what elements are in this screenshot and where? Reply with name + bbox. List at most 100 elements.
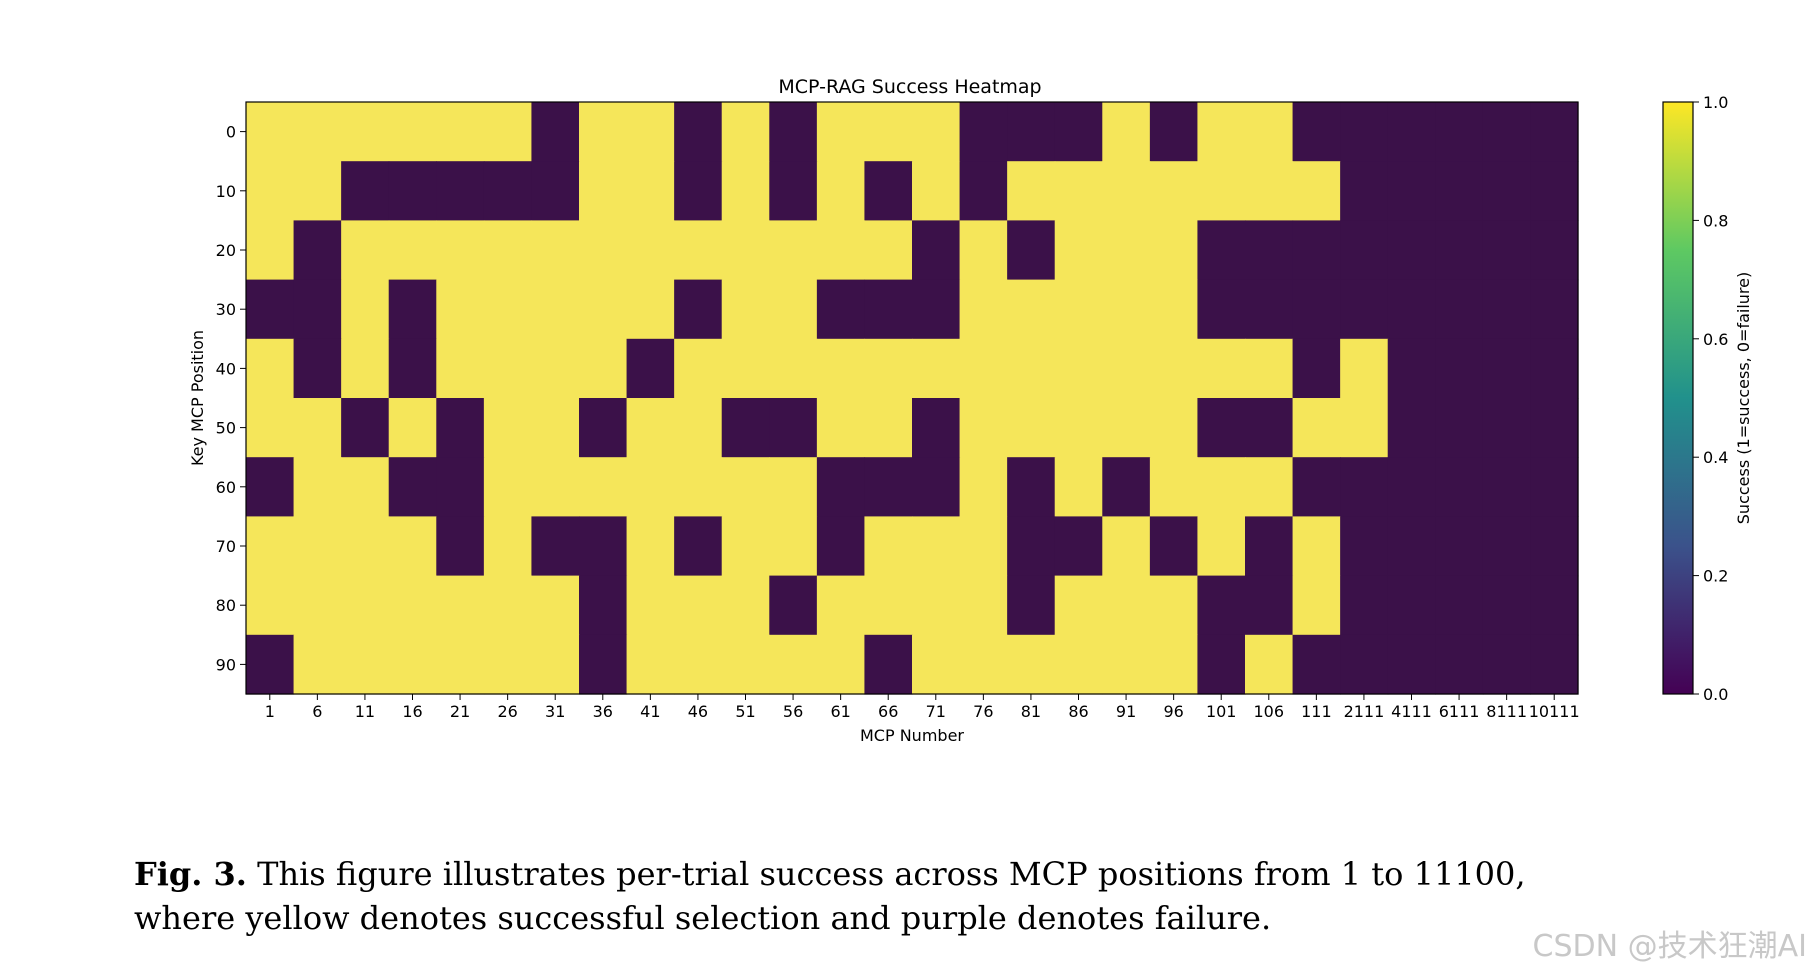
heatmap-cell [293, 220, 342, 281]
heatmap-cell [1482, 102, 1532, 162]
heatmap-cell [1435, 279, 1484, 340]
heatmap-cell [959, 516, 1008, 577]
heatmap-cell [341, 279, 390, 340]
heatmap-cell [1435, 634, 1484, 695]
chart-title: MCP-RAG Success Heatmap [778, 76, 1041, 98]
heatmap-cell [1482, 516, 1532, 577]
heatmap-cell [341, 575, 390, 636]
heatmap-cell [293, 161, 342, 221]
heatmap-cell [531, 634, 580, 695]
heatmap-cell [388, 634, 437, 695]
heatmap-cell [959, 398, 1008, 458]
y-tick-label: 30 [216, 300, 236, 319]
heatmap-cell [246, 102, 295, 162]
heatmap-cell [293, 634, 342, 695]
x-tick-label: 6 [312, 702, 322, 721]
heatmap-cell [436, 398, 485, 458]
heatmap-cell [674, 161, 723, 221]
heatmap-cell [1435, 161, 1484, 221]
heatmap-cell [864, 516, 913, 577]
heatmap-cell [1387, 634, 1436, 695]
heatmap-cell [912, 575, 961, 636]
heatmap-cell [293, 338, 342, 399]
heatmap-cell [1530, 220, 1579, 281]
heatmap-cell [1197, 457, 1246, 517]
x-tick-label: 56 [783, 702, 803, 721]
x-tick-label: 106 [1254, 702, 1285, 721]
heatmap-cell [1149, 220, 1199, 281]
heatmap-cell [1054, 338, 1103, 399]
heatmap-cell [246, 279, 295, 340]
heatmap-cell [1197, 398, 1246, 458]
heatmap-cell [1197, 338, 1246, 399]
heatmap-cell [674, 398, 723, 458]
y-tick-label: 90 [216, 655, 236, 674]
heatmap-cell [1530, 161, 1579, 221]
heatmap-cell [912, 161, 961, 221]
heatmap-cell [436, 516, 485, 577]
heatmap-cell [341, 398, 390, 458]
heatmap-cell [579, 398, 628, 458]
heatmap-cell [959, 102, 1008, 162]
heatmap-cell [483, 279, 533, 340]
heatmap-cell [1482, 161, 1532, 221]
heatmap-cell [483, 516, 533, 577]
heatmap-cell [1530, 516, 1579, 577]
heatmap-cell [1435, 457, 1484, 517]
heatmap-figure: MCP-RAG Success Heatmap 1 6 11 16 21 26 31 36 41… [188, 76, 1753, 745]
heatmap-cell [293, 102, 342, 162]
colorbar-tick-label: 0.6 [1703, 330, 1728, 349]
heatmap-cell [388, 398, 437, 458]
x-tick-label: 16 [402, 702, 422, 721]
heatmap-cell [1435, 220, 1484, 281]
heatmap-cell [626, 398, 675, 458]
x-tick-label: 4111 [1391, 702, 1432, 721]
heatmap-cell [1245, 634, 1294, 695]
heatmap-cell [341, 457, 390, 517]
heatmap-cell [626, 102, 675, 162]
heatmap-cell [769, 338, 818, 399]
heatmap-cell [626, 575, 675, 636]
heatmap-cell [1292, 634, 1341, 695]
heatmap-cell [1007, 457, 1056, 517]
heatmap-cell [1149, 102, 1199, 162]
heatmap-cell [626, 161, 675, 221]
x-tick-label: 46 [688, 702, 708, 721]
heatmap-cell [531, 102, 580, 162]
heatmap-cell [388, 338, 437, 399]
heatmap-cell [674, 457, 723, 517]
heatmap-cell [1482, 338, 1532, 399]
heatmap-cell [483, 457, 533, 517]
heatmap-cell [721, 338, 770, 399]
x-tick-label: 101 [1206, 702, 1237, 721]
x-tick-label: 26 [497, 702, 517, 721]
heatmap-cell [1007, 398, 1056, 458]
heatmap-cell [388, 457, 437, 517]
heatmap-cell [1387, 338, 1436, 399]
heatmap-cell [1387, 220, 1436, 281]
y-axis-label: Key MCP Position [188, 330, 207, 466]
heatmap-cell [341, 338, 390, 399]
colorbar-label: Success (1=success, 0=failure) [1734, 272, 1753, 524]
x-tick-label: 31 [545, 702, 565, 721]
heatmap-cell [626, 516, 675, 577]
heatmap-cell [1482, 457, 1532, 517]
heatmap-cell [1530, 279, 1579, 340]
heatmap-cell [1245, 575, 1294, 636]
heatmap-cell [1054, 279, 1103, 340]
heatmap-cell [674, 634, 723, 695]
heatmap-cell [1340, 634, 1389, 695]
heatmap-cell [436, 575, 485, 636]
heatmap-cell [959, 457, 1008, 517]
x-tick-label: 51 [735, 702, 755, 721]
heatmap-cell [388, 102, 437, 162]
heatmap-cell [246, 634, 295, 695]
heatmap-cell [1292, 161, 1341, 221]
heatmap-cell [626, 279, 675, 340]
heatmap-cell [1482, 398, 1532, 458]
heatmap-cell [483, 398, 533, 458]
heatmap-cell [436, 338, 485, 399]
heatmap-cell [1245, 398, 1294, 458]
heatmap-cell [864, 279, 913, 340]
heatmap-cell [436, 220, 485, 281]
